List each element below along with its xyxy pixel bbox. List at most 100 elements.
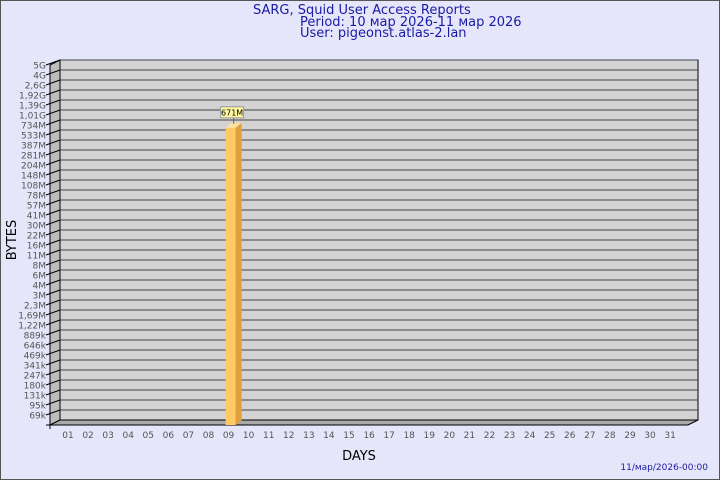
x-tick-label: 14	[323, 431, 335, 441]
y-tick-label: 387M	[21, 142, 46, 152]
x-tick-label: 26	[564, 431, 576, 441]
y-tick	[45, 139, 61, 146]
y-tick	[45, 279, 61, 286]
chart-title: SARG, Squid User Access Reports	[253, 3, 471, 18]
y-tick	[45, 229, 61, 236]
y-tick	[45, 189, 61, 196]
y-tick-label: 57M	[27, 202, 46, 212]
y-tick-label: 5G	[33, 62, 46, 72]
chart-user: User: pigeonst.atlas-2.lan	[300, 26, 467, 41]
x-tick-label: 09	[223, 431, 235, 441]
y-tick-label: 1,69M	[18, 312, 46, 322]
bar-top	[225, 122, 242, 128]
y-tick	[45, 89, 61, 96]
x-tick-label: 08	[203, 431, 215, 441]
y-tick	[45, 379, 61, 386]
y-tick-label: 4M	[33, 282, 47, 292]
y-tick-label: 4G	[33, 72, 46, 82]
y-tick	[45, 319, 61, 326]
y-tick	[45, 259, 61, 266]
y-tick	[45, 209, 61, 216]
data-label: 671M	[221, 108, 243, 117]
y-tick-label: 533M	[21, 132, 46, 142]
y-tick-label: 204M	[21, 162, 46, 172]
y-tick-label: 2,6G	[25, 82, 46, 92]
plot-floor	[49, 419, 699, 426]
y-tick-label: 78M	[27, 192, 46, 202]
y-tick-label: 131k	[24, 392, 47, 402]
y-tick	[45, 219, 61, 226]
y-tick-label: 889k	[24, 332, 47, 342]
y-tick	[45, 269, 61, 276]
x-tick-label: 30	[644, 431, 656, 441]
y-tick-label: 1,22M	[18, 322, 46, 332]
x-tick-label: 02	[82, 431, 93, 441]
x-tick-label: 05	[143, 431, 154, 441]
y-tick	[45, 359, 61, 366]
x-tick-label: 11	[263, 431, 274, 441]
x-tick-label: 29	[624, 431, 636, 441]
y-tick	[45, 199, 61, 206]
bar-front	[225, 127, 236, 426]
y-tick	[45, 369, 61, 376]
x-tick-label: 25	[544, 431, 555, 441]
y-tick-label: 16M	[27, 242, 46, 252]
y-tick	[45, 109, 61, 116]
y-tick-label: 646k	[24, 342, 47, 352]
y-tick	[45, 399, 61, 406]
y-tick-label: 341k	[24, 362, 47, 372]
y-tick-label: 1,39G	[19, 102, 46, 112]
y-tick-label: 30M	[27, 222, 46, 232]
y-tick-label: 41M	[27, 212, 46, 222]
x-tick-label: 22	[484, 431, 495, 441]
y-tick	[45, 149, 61, 156]
y-tick-label: 69k	[29, 412, 46, 422]
x-tick-label: 31	[664, 431, 675, 441]
y-tick	[45, 179, 61, 186]
y-tick-label: 95k	[29, 402, 46, 412]
y-tick	[45, 339, 61, 346]
y-tick-label: 1,01G	[19, 112, 46, 122]
y-tick	[45, 129, 61, 136]
y-tick-label: 11M	[27, 252, 46, 262]
x-tick-label: 28	[604, 431, 616, 441]
x-tick-label: 16	[363, 431, 375, 441]
x-tick-label: 20	[444, 431, 456, 441]
y-tick	[45, 249, 61, 256]
y-tick	[45, 299, 61, 306]
x-tick-label: 21	[464, 431, 475, 441]
y-tick	[45, 289, 61, 296]
x-tick-label: 10	[243, 431, 255, 441]
y-tick-label: 108M	[21, 182, 46, 192]
x-tick-label: 23	[504, 431, 515, 441]
y-tick	[45, 329, 61, 336]
x-tick-label: 17	[383, 431, 394, 441]
x-tick-label: 06	[163, 431, 175, 441]
x-tick-label: 19	[424, 431, 436, 441]
data-label-box	[220, 106, 245, 119]
bar-side	[235, 122, 242, 426]
x-tick-label: 12	[283, 431, 294, 441]
y-tick	[45, 119, 61, 126]
y-tick	[45, 239, 61, 246]
y-tick-label: 1,92G	[19, 92, 46, 102]
y-tick	[45, 169, 61, 176]
y-tick-label: 3M	[33, 292, 47, 302]
y-tick-label: 734M	[21, 122, 46, 132]
footer-timestamp: 11/мар/2026-00:00	[620, 463, 708, 473]
y-tick-label: 281M	[21, 152, 46, 162]
y-tick-label: 247k	[24, 372, 47, 382]
x-tick-label: 24	[524, 431, 536, 441]
y-tick	[45, 69, 61, 76]
x-tick-label: 13	[303, 431, 314, 441]
chart-period: Period: 10 мар 2026-11 мар 2026	[300, 15, 522, 30]
y-tick	[45, 99, 61, 106]
y-axis-label: BYTES	[5, 220, 20, 261]
y-tick	[45, 409, 61, 416]
y-tick-label: 2,3M	[24, 302, 46, 312]
x-tick-label: 18	[403, 431, 415, 441]
x-tick-label: 27	[584, 431, 595, 441]
y-tick	[45, 389, 61, 396]
y-tick	[45, 79, 61, 86]
x-axis-label: DAYS	[342, 449, 376, 464]
